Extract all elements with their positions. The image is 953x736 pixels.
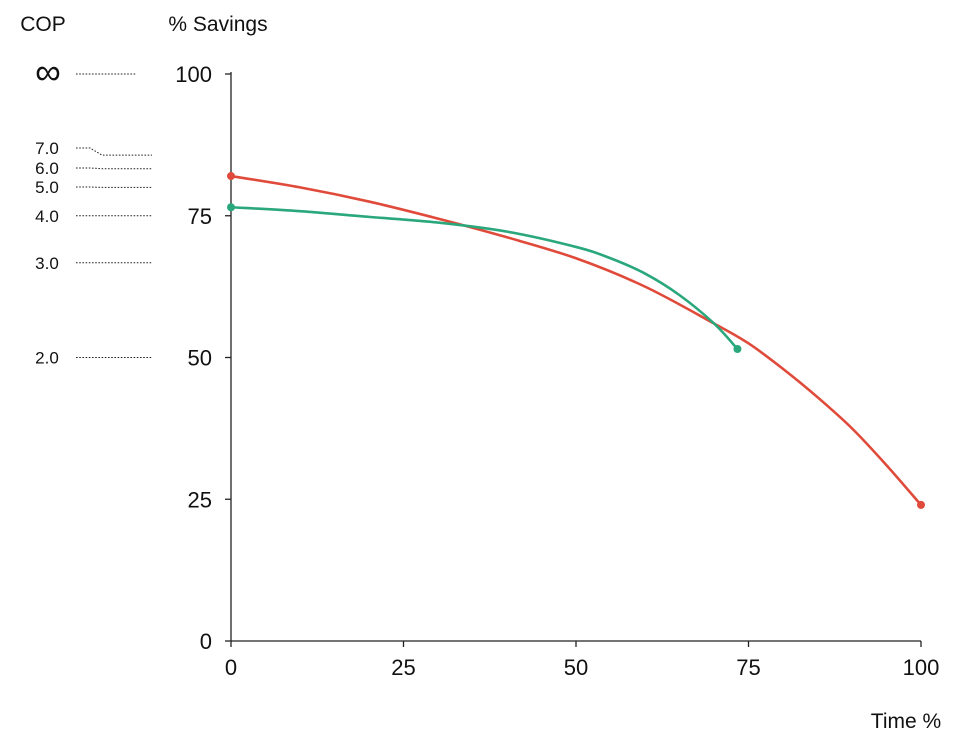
cop-scale: ∞ 7.06.05.0 4.0 3.0 2.0 (35, 51, 152, 368)
cop-tick-label: 2.0 (35, 349, 59, 368)
y-ticks: 0 25 50 75 100 (175, 62, 231, 654)
series-start-point-1 (227, 203, 235, 212)
y-tick-label: 100 (175, 62, 212, 87)
x-ticks: 0 25 50 75 100 (225, 641, 939, 680)
x-tick-label: 50 (564, 655, 588, 680)
cop-tick-label: 5.0 (35, 178, 59, 197)
y-axis-label: % Savings (168, 13, 267, 36)
series-line-0 (229, 174, 923, 507)
cop-tick-label: 6.0 (35, 159, 59, 178)
y-tick-label: 25 (188, 487, 212, 512)
y-tick-label: 50 (188, 346, 212, 371)
cop-axis-label: COP (20, 13, 66, 36)
series-end-point-1 (733, 344, 742, 353)
cop-tick-label: 4.0 (35, 207, 59, 226)
x-axis-label: Time % (871, 710, 941, 733)
y-tick-label: 75 (188, 204, 212, 229)
x-tick-label: 25 (391, 655, 415, 680)
series-line-1 (229, 205, 739, 351)
x-tick-label: 75 (736, 655, 760, 680)
cop-infinity-label: ∞ (35, 51, 61, 92)
series-end-point-0 (917, 500, 925, 509)
cop-leader-line (76, 147, 152, 156)
x-tick-label: 0 (225, 655, 237, 680)
cop-tick-label: 7.0 (35, 139, 59, 158)
y-tick-label: 0 (200, 629, 212, 654)
x-tick-label: 100 (903, 655, 940, 680)
cop-tick-label: 3.0 (35, 254, 59, 273)
cop-leader-line (76, 167, 152, 170)
series-group (227, 172, 925, 509)
series-start-point-0 (227, 172, 235, 181)
